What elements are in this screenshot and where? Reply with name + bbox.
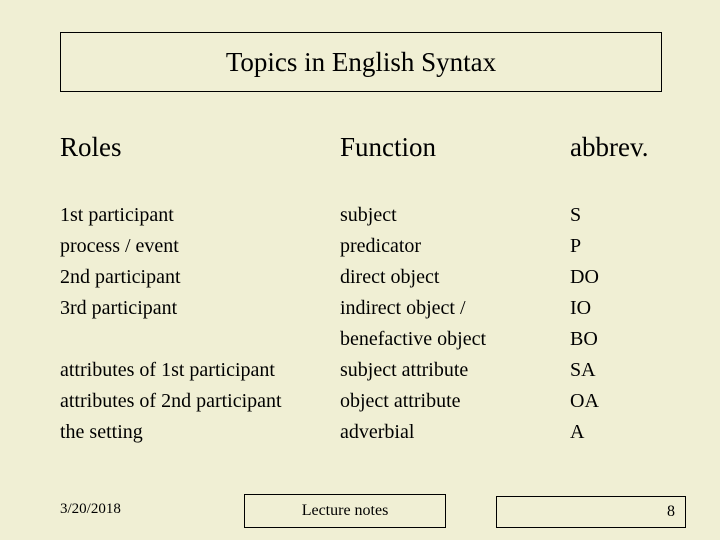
- function-cell: subject: [340, 200, 486, 231]
- roles-cell: 3rd participant: [60, 293, 282, 324]
- footer-center-text: Lecture notes: [302, 502, 389, 520]
- abbrev-cell: OA: [570, 386, 599, 417]
- roles-cell: the setting: [60, 417, 282, 448]
- roles-cell: attributes of 2nd participant: [60, 386, 282, 417]
- header-roles: Roles: [60, 132, 122, 163]
- abbrev-cell: IO: [570, 293, 599, 324]
- roles-column: 1st participant process / event 2nd part…: [60, 200, 282, 448]
- footer-center-box: Lecture notes: [244, 494, 446, 528]
- footer-page-box: 8: [496, 496, 686, 528]
- roles-cell: attributes of 1st participant: [60, 355, 282, 386]
- function-column: subject predicator direct object indirec…: [340, 200, 486, 448]
- footer-page-number: 8: [667, 503, 675, 521]
- function-cell: object attribute: [340, 386, 486, 417]
- function-cell: predicator: [340, 231, 486, 262]
- function-cell: benefactive object: [340, 324, 486, 355]
- header-abbrev: abbrev.: [570, 132, 648, 163]
- abbrev-cell: A: [570, 417, 599, 448]
- abbrev-cell: SA: [570, 355, 599, 386]
- roles-cell: 2nd participant: [60, 262, 282, 293]
- abbrev-cell: DO: [570, 262, 599, 293]
- abbrev-cell: S: [570, 200, 599, 231]
- roles-cell: 1st participant: [60, 200, 282, 231]
- footer-date: 3/20/2018: [60, 501, 121, 518]
- abbrev-cell: P: [570, 231, 599, 262]
- abbrev-column: S P DO IO BO SA OA A: [570, 200, 599, 448]
- function-cell: subject attribute: [340, 355, 486, 386]
- title-box: Topics in English Syntax: [60, 32, 662, 92]
- function-cell: indirect object /: [340, 293, 486, 324]
- roles-cell: [60, 324, 282, 355]
- abbrev-cell: BO: [570, 324, 599, 355]
- roles-cell: process / event: [60, 231, 282, 262]
- function-cell: adverbial: [340, 417, 486, 448]
- function-cell: direct object: [340, 262, 486, 293]
- page-title: Topics in English Syntax: [226, 47, 496, 78]
- header-function: Function: [340, 132, 436, 163]
